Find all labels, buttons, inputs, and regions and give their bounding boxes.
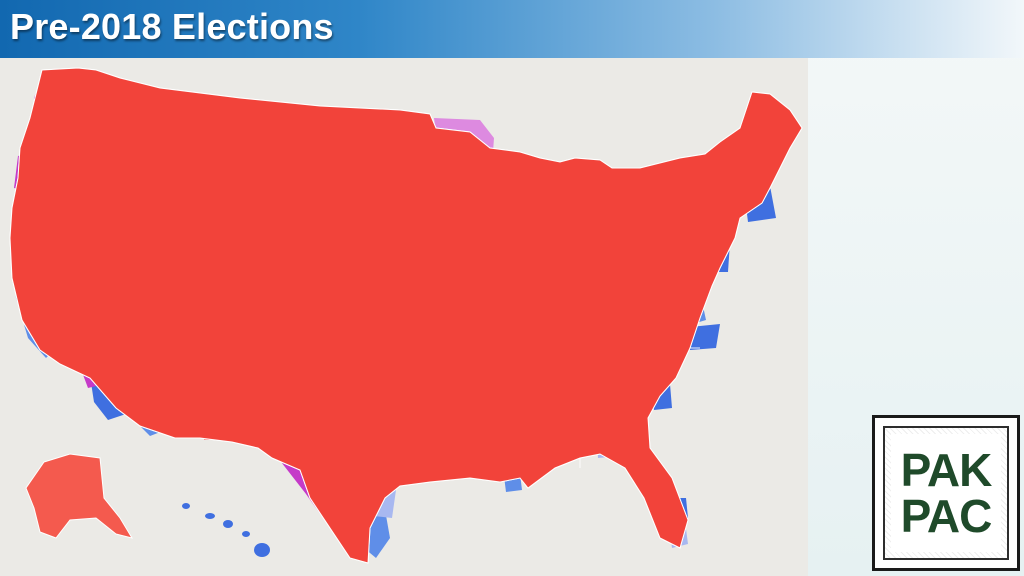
logo-core: PAK PAC [891,434,1001,552]
us-election-map [9,67,803,564]
logo-text-line1: PAK [900,444,993,496]
logo-ornamental-border: PAK PAC [883,426,1009,560]
map-panel [0,58,808,576]
region-hawaii [182,503,270,557]
logo-text-line2: PAC [900,490,993,542]
page-title: Pre-2018 Elections [10,6,334,47]
region-alaska [25,453,134,539]
title-bar: Pre-2018 Elections [0,0,1024,58]
pakpac-logo: PAK PAC [872,415,1020,571]
